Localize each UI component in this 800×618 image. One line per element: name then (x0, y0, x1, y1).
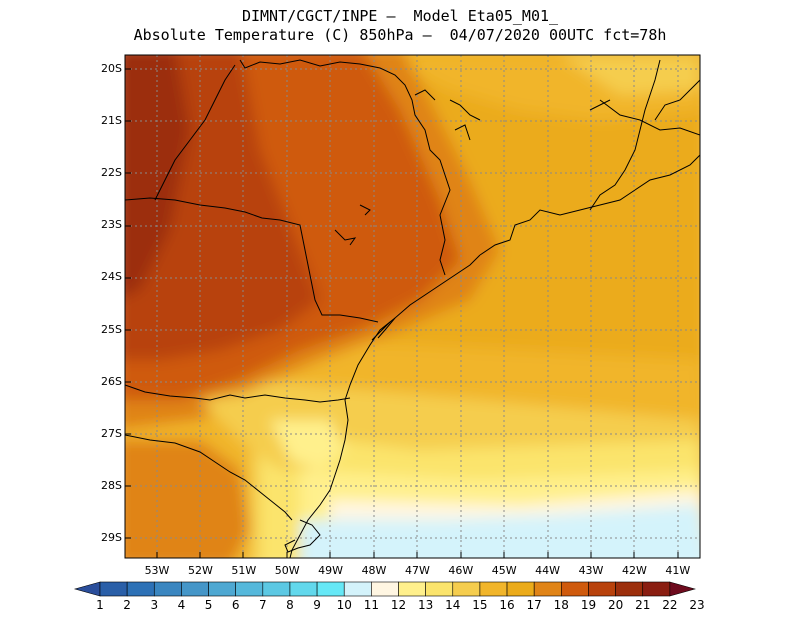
colorbar-label: 5 (204, 598, 213, 612)
latitude-label: 25S (101, 322, 122, 336)
latitude-label: 20S (101, 62, 122, 75)
colorbar-label: 21 (635, 598, 651, 612)
colorbar-swatch (398, 581, 426, 597)
axis-ticks (125, 68, 679, 558)
latitude-label: 21S (101, 114, 122, 128)
colorbar-swatch (669, 581, 696, 597)
latitude-label: 22S (101, 166, 122, 180)
temperature-field (125, 55, 700, 558)
latitude-label: 26S (101, 374, 122, 388)
colorbar-label: 13 (417, 598, 434, 612)
colorbar-swatch (452, 581, 481, 597)
colorbar-swatch (208, 581, 236, 597)
colorbar-label: 16 (499, 598, 515, 612)
colorbar-label: 10 (336, 598, 352, 612)
colorbar-swatch (479, 581, 508, 597)
colorbar-label: 23 (689, 598, 705, 612)
colorbar-label: 14 (445, 598, 461, 612)
colorbar-label: 7 (258, 598, 267, 612)
colorbar-label: 2 (123, 598, 131, 612)
longitude-label: 49W (318, 564, 344, 577)
colorbar-swatch (343, 581, 372, 597)
longitude-label: 51W (231, 564, 257, 577)
colorbar-swatch (99, 581, 128, 597)
colorbar-label: 8 (286, 598, 294, 612)
colorbar-label: 22 (662, 598, 678, 612)
colorbar-swatch (289, 581, 318, 597)
latitude-label: 28S (101, 478, 122, 492)
latitude-label: 29S (101, 530, 122, 544)
longitude-label: 43W (578, 564, 604, 577)
colorbar-swatch (73, 581, 101, 597)
longitude-label: 48W (361, 564, 387, 577)
colorbar-swatch (506, 581, 535, 597)
colorbar (73, 581, 696, 597)
colorbar-swatch (181, 581, 209, 597)
colorbar-swatch (262, 581, 291, 597)
colorbar-swatch (235, 581, 264, 597)
longitude-label: 45W (491, 564, 517, 577)
colorbar-swatch (153, 581, 182, 597)
longitude-label: 41W (665, 564, 691, 577)
colorbar-swatch (642, 581, 671, 597)
longitude-label: 42W (621, 564, 647, 577)
colorbar-label: 3 (150, 598, 159, 612)
colorbar-label: 18 (553, 598, 569, 612)
longitude-label: 46W (448, 564, 474, 577)
colorbar-label: 6 (231, 598, 240, 612)
longitude-label: 44W (535, 564, 561, 577)
graticule (125, 55, 700, 558)
colorbar-label: 9 (313, 598, 321, 612)
colorbar-swatch (533, 581, 562, 597)
coastline-and-borders (125, 59, 700, 558)
colorbar-label: 19 (580, 598, 597, 612)
colorbar-swatch (371, 581, 399, 597)
map-frame (124, 54, 701, 559)
colorbar-label: 15 (472, 598, 488, 612)
colorbar-swatch (561, 581, 589, 597)
colorbar-swatch (615, 581, 644, 597)
map-title-line-2: Absolute Temperature (C) 850hPa – 04/07/… (133, 26, 667, 44)
colorbar-swatch (316, 581, 345, 597)
colorbar-label: 4 (177, 598, 186, 612)
longitude-label: 47W (404, 564, 430, 577)
latitude-label: 23S (101, 218, 122, 232)
colorbar-label: 12 (390, 598, 407, 612)
colorbar-label: 1 (96, 598, 104, 612)
longitude-label: 53W (144, 564, 170, 577)
longitude-label: 50W (274, 564, 300, 577)
latitude-label: 24S (101, 270, 122, 284)
colorbar-swatch (126, 581, 155, 597)
colorbar-swatch (588, 581, 616, 597)
colorbar-swatch (425, 581, 454, 597)
longitude-label: 52W (187, 564, 213, 577)
latitude-label: 27S (101, 426, 122, 440)
colorbar-label: 11 (363, 598, 379, 612)
colorbar-label: 17 (526, 598, 542, 612)
map-title-line-1: DIMNT/CGCT/INPE – Model Eta05_M01_ (241, 7, 559, 25)
colorbar-label: 20 (607, 598, 624, 612)
